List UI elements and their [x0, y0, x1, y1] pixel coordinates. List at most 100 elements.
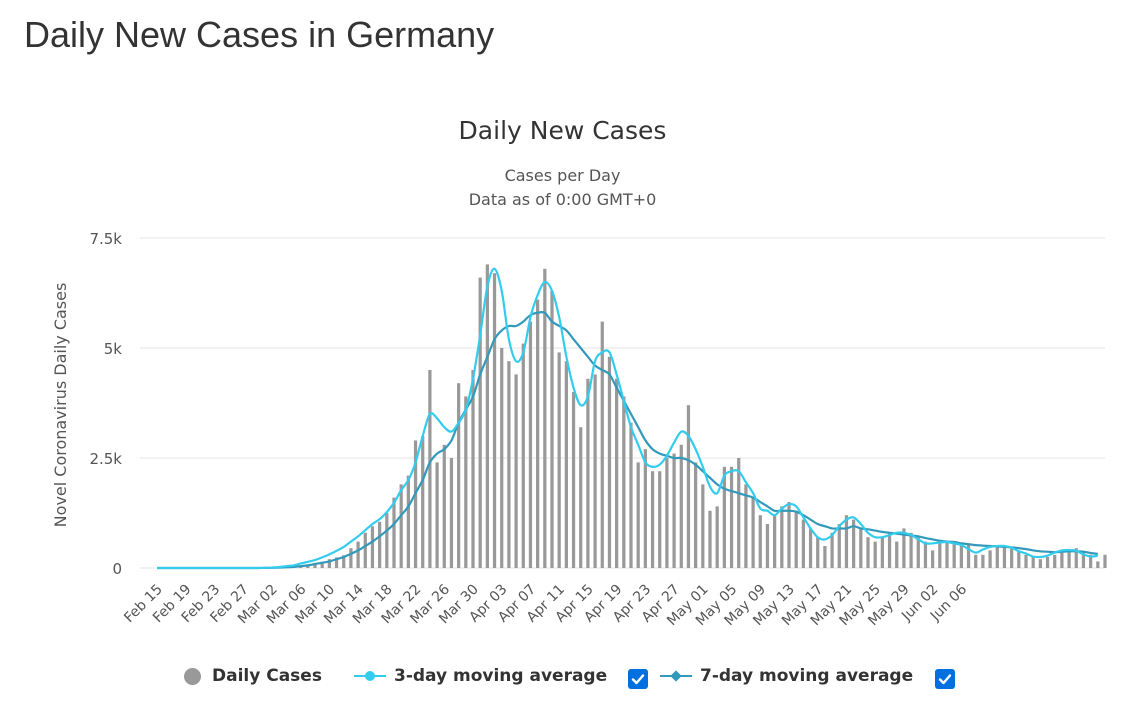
- bar: [1038, 559, 1042, 568]
- checkmark-icon: [631, 674, 645, 685]
- bar: [507, 361, 511, 568]
- bar: [320, 562, 324, 568]
- legend-dot-icon: [184, 667, 201, 685]
- bar: [579, 427, 583, 568]
- bar: [449, 458, 454, 568]
- bar: [1081, 552, 1086, 568]
- bar: [650, 471, 655, 568]
- bar: [442, 444, 446, 568]
- bar: [571, 392, 576, 568]
- y-axis-label: Novel Coronavirus Daily Cases: [51, 283, 70, 528]
- legend-item-daily-cases[interactable]: Daily Cases: [184, 666, 322, 686]
- bar: [981, 554, 985, 568]
- bar: [1031, 557, 1035, 568]
- chart-plot: Novel Coronavirus Daily Cases 0 2.5k 5k 7.5…: [51, 230, 1107, 629]
- bar: [492, 273, 497, 568]
- bar: [399, 484, 403, 568]
- bar: [471, 370, 475, 568]
- bar: [701, 484, 705, 568]
- bar: [844, 515, 849, 568]
- bar: [859, 528, 863, 568]
- bar: [744, 484, 748, 568]
- bar: [679, 444, 683, 568]
- bar: [737, 458, 741, 568]
- bar: [938, 541, 942, 568]
- bar: [327, 559, 331, 568]
- bar: [643, 449, 647, 568]
- legend-item-3-day-average[interactable]: 3-day moving average: [354, 666, 607, 686]
- bar: [607, 356, 612, 568]
- bar: [636, 462, 640, 568]
- bar: [658, 471, 662, 568]
- bar: [945, 541, 949, 568]
- bar: [722, 466, 726, 568]
- bar: [852, 519, 856, 568]
- bar: [1017, 550, 1021, 568]
- legend-item-7-day-average[interactable]: 7-day moving average: [660, 666, 913, 686]
- bar: [349, 548, 353, 568]
- bar: [557, 352, 561, 568]
- bar: [1010, 548, 1014, 568]
- bar: [392, 497, 396, 568]
- checkbox-3-day-average[interactable]: [628, 669, 648, 689]
- bar: [694, 462, 698, 568]
- bar: [895, 541, 899, 568]
- bar: [363, 532, 367, 568]
- bar: [313, 563, 317, 568]
- bar: [536, 299, 540, 568]
- bar: [787, 502, 791, 568]
- bar: [1060, 552, 1064, 568]
- bar: [751, 497, 755, 568]
- y-tick-label: 0: [112, 560, 122, 578]
- bar: [801, 519, 805, 568]
- bar: [334, 557, 339, 568]
- bar: [378, 521, 382, 568]
- bar: [421, 436, 425, 568]
- y-tick-label: 7.5k: [89, 230, 122, 248]
- bar: [464, 396, 468, 568]
- bar: [550, 290, 554, 568]
- bar: [873, 541, 877, 568]
- bar: [528, 321, 533, 568]
- bar: [586, 378, 590, 568]
- bar: [306, 565, 310, 568]
- bar: [521, 343, 525, 568]
- bar: [758, 515, 762, 568]
- bar: [564, 361, 568, 568]
- bar: [622, 396, 626, 568]
- legend-label-daily-cases: Daily Cases: [212, 666, 322, 686]
- bar: [1045, 557, 1050, 568]
- page-title: Daily New Cases in Germany: [24, 14, 495, 55]
- bar: [880, 537, 884, 568]
- bar: [629, 422, 633, 568]
- chart-subtitle: Cases per Day: [504, 166, 621, 185]
- bar: [615, 378, 619, 568]
- series-line-3-day-average: [157, 267, 1098, 570]
- y-tick-label: 2.5k: [89, 450, 122, 468]
- bar: [959, 546, 963, 568]
- bar: [902, 528, 906, 568]
- chart-title: Daily New Cases: [458, 116, 667, 145]
- bar: [600, 321, 604, 568]
- bar: [988, 550, 992, 568]
- bar: [500, 348, 504, 568]
- bar: [773, 515, 777, 568]
- bar: [1067, 550, 1071, 568]
- bar: [995, 546, 999, 568]
- bar: [794, 510, 798, 568]
- bar: [1002, 546, 1007, 568]
- bar: [1024, 554, 1028, 568]
- bar: [1074, 548, 1078, 568]
- bar: [406, 475, 410, 568]
- bar: [830, 532, 834, 568]
- checkbox-7-day-average[interactable]: [935, 669, 955, 689]
- chart-container: Daily New Cases Cases per Day Data as of…: [0, 100, 1125, 722]
- bar: [1103, 554, 1107, 568]
- bar: [966, 543, 971, 568]
- bar: [729, 466, 734, 568]
- bar: [385, 513, 389, 568]
- bar: [593, 374, 597, 568]
- bar: [916, 537, 920, 568]
- bar: [1089, 554, 1093, 568]
- bar: [342, 555, 346, 568]
